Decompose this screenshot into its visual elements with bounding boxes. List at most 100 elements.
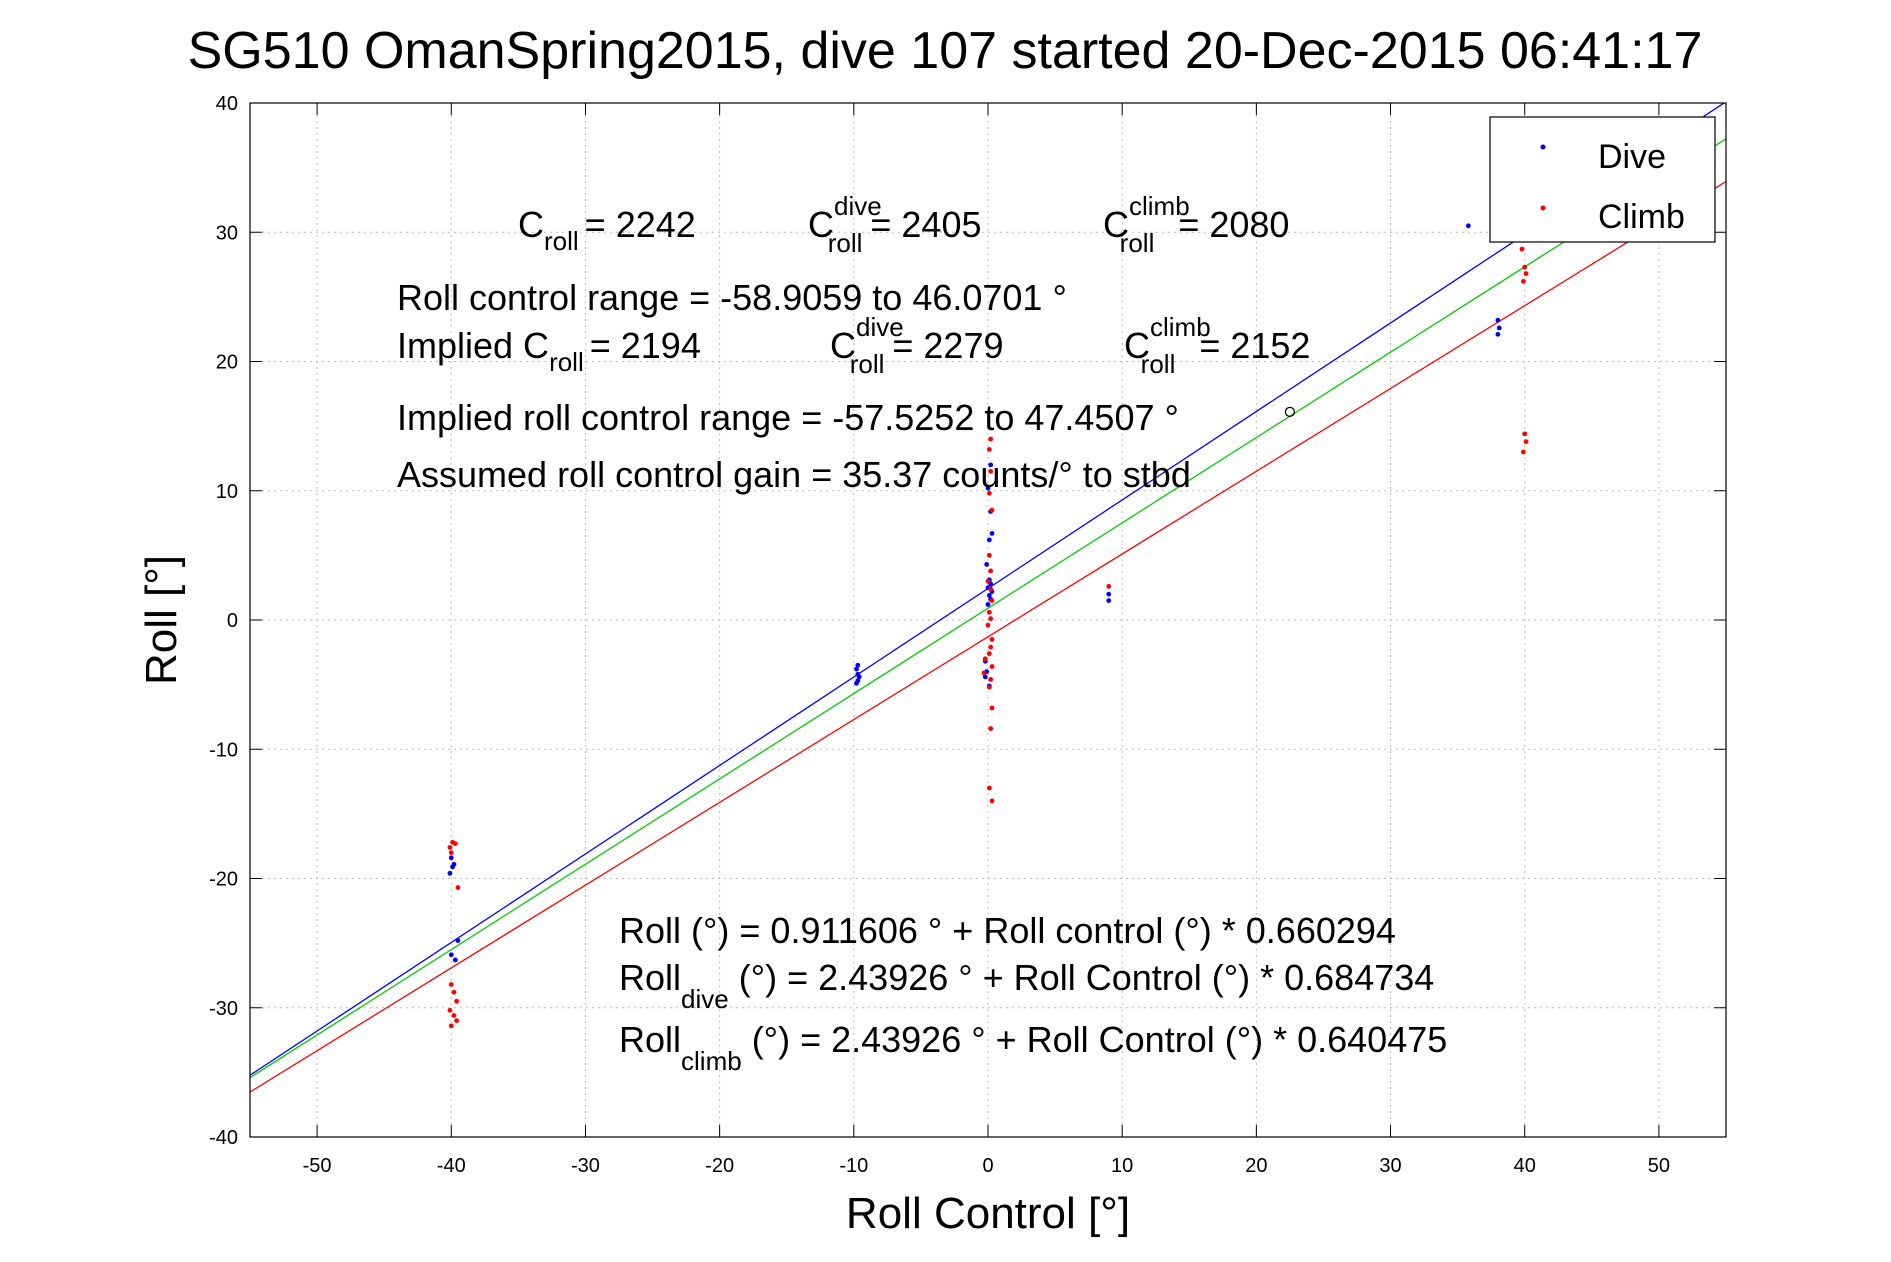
dive-point (448, 855, 454, 861)
y-tick-label: 30 (216, 222, 238, 244)
dive-point (1106, 598, 1112, 604)
dive-point (986, 593, 992, 598)
dive-point (988, 462, 994, 468)
climb-point (988, 616, 994, 622)
plot-frame (249, 102, 1727, 1138)
y-axis-label: Roll [°] (137, 555, 186, 685)
x-tick-label: 50 (1648, 1155, 1670, 1177)
climb-point (988, 436, 994, 442)
dive-point (452, 957, 458, 963)
fit-line-1 (250, 138, 1726, 1079)
dive-point (854, 666, 859, 672)
dive-point (985, 602, 991, 607)
climb-point (989, 705, 995, 711)
climb-point (1106, 583, 1112, 589)
dive-point (1495, 331, 1501, 337)
climb-point (1522, 431, 1528, 437)
x-axis-label: Roll Control [°] (846, 1189, 1130, 1238)
climb-point (986, 609, 992, 615)
tick-labels: -50 -40 -30 -20 -10 0 10 20 30 40 50 -40 -30 -20 -10 0 1… (209, 93, 1670, 1177)
climb-point (1523, 439, 1529, 445)
x-tick-label: 40 (1514, 1155, 1536, 1177)
climb-point (986, 490, 992, 496)
annotation-range: Roll control range = -58.9059 to 46.0701… (397, 277, 1067, 318)
dive-point (1465, 223, 1471, 229)
equation-dive: Rolldive (°) = 2.43926 ° + Roll Control … (619, 957, 1434, 1014)
dive-point (986, 537, 992, 543)
y-tick-label: 40 (216, 93, 238, 115)
climb-point (981, 670, 987, 676)
legend-label-dive: Dive (1598, 138, 1666, 176)
climb-point (454, 998, 460, 1004)
climb-point (1522, 264, 1528, 270)
climb-point (451, 989, 457, 995)
grid-lines (250, 102, 1726, 1138)
dive-point (450, 864, 456, 870)
y-tick-label: -10 (209, 739, 238, 761)
climb-point (447, 1007, 453, 1013)
legend-label-climb: Climb (1598, 198, 1685, 236)
climb-point (985, 622, 991, 628)
legend-box (1489, 116, 1716, 243)
x-tick-label: 0 (982, 1155, 993, 1177)
climb-point (455, 885, 461, 890)
x-tick-label: -10 (839, 1155, 868, 1177)
annotation-implied-c-dive: Cdive roll = 2279 (830, 312, 1004, 379)
dive-point (1496, 325, 1502, 331)
legend: Dive Climb (1489, 116, 1716, 243)
annotation-implied-c-climb: Cclimb roll = 2152 (1124, 312, 1310, 379)
climb-point (448, 982, 454, 987)
climb-point (1520, 449, 1526, 455)
dive-point (1106, 591, 1112, 597)
dive-point (854, 680, 859, 686)
dive-point (855, 662, 861, 668)
y-tick-label: 0 (227, 610, 238, 632)
annotation-implied-range: Implied roll control range = -57.5252 to… (397, 397, 1179, 438)
x-tick-label: 30 (1379, 1155, 1401, 1177)
climb-point (989, 598, 995, 604)
x-tick-label: -40 (437, 1155, 466, 1177)
climb-point (988, 568, 994, 574)
legend-marker-climb (1540, 205, 1546, 211)
climb-point (448, 850, 454, 856)
climb-point (447, 845, 453, 850)
fit-line-2 (250, 180, 1726, 1093)
climb-point (988, 726, 994, 731)
annotations: Croll = 2242 Cdive roll = 2405 Cclimb roll = … (397, 191, 1447, 1076)
climb-point (988, 586, 994, 592)
y-tick-label: 10 (216, 481, 238, 503)
climb-point (452, 841, 458, 847)
climb-point (448, 1023, 454, 1029)
annotation-c-dive: Cdive roll = 2405 (808, 191, 982, 258)
climb-point (986, 651, 992, 657)
dive-point (1495, 317, 1501, 323)
climb-point (988, 468, 994, 474)
climb-point (989, 664, 995, 669)
climb-point (1523, 271, 1529, 277)
annotation-implied-c-roll: Implied Croll = 2194 (397, 325, 701, 377)
climb-point (986, 552, 992, 558)
climb-point (988, 677, 994, 682)
climb-point (986, 684, 992, 690)
x-tick-label: -50 (303, 1155, 332, 1177)
reference-marker (1284, 406, 1296, 418)
climb-point (1519, 246, 1525, 252)
dive-point (447, 870, 453, 876)
y-tick-label: -40 (209, 1127, 238, 1149)
x-tick-label: 10 (1111, 1155, 1133, 1177)
climb-point (986, 785, 992, 791)
annotation-c-roll: Croll = 2242 (518, 204, 696, 256)
climb-point (985, 578, 991, 584)
x-tick-label: 20 (1245, 1155, 1267, 1177)
y-tick-label: -20 (209, 869, 238, 891)
climb-point (451, 1013, 457, 1018)
annotation-c-climb: Cclimb roll = 2080 (1103, 191, 1289, 258)
climb-point (982, 656, 988, 662)
dive-point (448, 952, 454, 958)
dive-point (856, 674, 862, 680)
dive-point (455, 938, 461, 943)
dive-point (985, 485, 991, 491)
annotation-gain: Assumed roll control gain = 35.37 counts… (397, 454, 1191, 495)
y-tick-label: 20 (216, 352, 238, 374)
